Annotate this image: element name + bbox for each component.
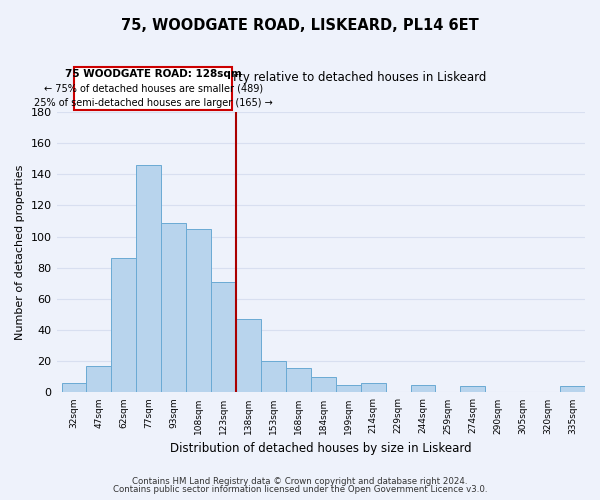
Bar: [361, 383, 386, 392]
Bar: [336, 384, 361, 392]
Bar: [186, 229, 211, 392]
FancyBboxPatch shape: [74, 67, 232, 110]
Bar: [261, 362, 286, 392]
Bar: [211, 282, 236, 393]
Bar: [112, 258, 136, 392]
X-axis label: Distribution of detached houses by size in Liskeard: Distribution of detached houses by size …: [170, 442, 472, 455]
Bar: [410, 384, 436, 392]
Bar: [161, 222, 186, 392]
Text: Contains public sector information licensed under the Open Government Licence v3: Contains public sector information licen…: [113, 484, 487, 494]
Bar: [136, 165, 161, 392]
Text: Contains HM Land Registry data © Crown copyright and database right 2024.: Contains HM Land Registry data © Crown c…: [132, 477, 468, 486]
Title: Size of property relative to detached houses in Liskeard: Size of property relative to detached ho…: [155, 72, 486, 85]
Bar: [86, 366, 112, 392]
Bar: [460, 386, 485, 392]
Text: 75 WOODGATE ROAD: 128sqm: 75 WOODGATE ROAD: 128sqm: [65, 69, 242, 79]
Bar: [311, 377, 336, 392]
Text: 25% of semi-detached houses are larger (165) →: 25% of semi-detached houses are larger (…: [34, 98, 272, 108]
Bar: [236, 319, 261, 392]
Y-axis label: Number of detached properties: Number of detached properties: [15, 164, 25, 340]
Text: 75, WOODGATE ROAD, LISKEARD, PL14 6ET: 75, WOODGATE ROAD, LISKEARD, PL14 6ET: [121, 18, 479, 32]
Bar: [286, 368, 311, 392]
Bar: [62, 383, 86, 392]
Bar: [560, 386, 585, 392]
Text: ← 75% of detached houses are smaller (489): ← 75% of detached houses are smaller (48…: [44, 84, 263, 94]
